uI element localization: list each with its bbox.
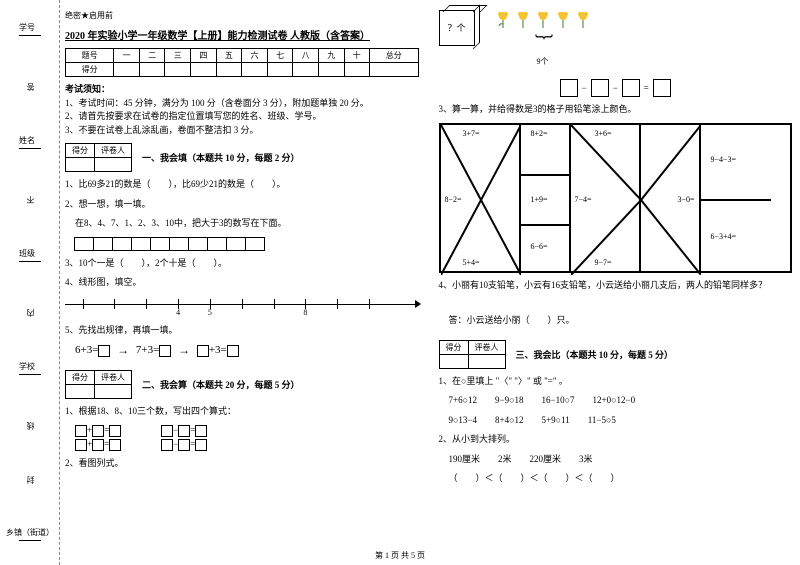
notice-heading: 考试须知： <box>65 84 110 94</box>
bind-side: 线 <box>25 420 36 430</box>
equation-row: − − = <box>439 79 793 97</box>
number-line: 4 5 8 <box>65 296 419 318</box>
notice-item: 3、不要在试卷上乱涂乱画，卷面不整洁扣 3 分。 <box>65 125 259 135</box>
section1-title: 一、我会填（本题共 10 分，每题 2 分） <box>142 151 300 164</box>
exam-title: 2020 年实验小学一年级数学【上册】能力检测试卷 人教版（含答案） <box>65 27 419 42</box>
q1-3: 3、10个一是（ ），2个十是（ ）。 <box>65 257 419 271</box>
q1-2b: 在8、4、7、1、2、3、10中，把大于3的数写在下面。 <box>65 217 419 231</box>
binding-margin: 学号 答 姓名 不 班级 内 学校 线 封 乡镇（街道） <box>0 0 60 565</box>
bind-label: 乡镇（街道） <box>6 527 54 543</box>
q3-1b: 7+6○12 9−9○18 16−10○7 12+0○12−0 <box>439 394 793 408</box>
bind-label: 班级 <box>19 248 41 264</box>
arrow-icon: → <box>117 343 129 358</box>
bind-label: 学校 <box>19 361 41 377</box>
four-equations: += += −= −= <box>65 425 419 451</box>
q3-1a: 1、在○里填上 "〈" "〉" 或 "=" 。 <box>439 375 793 389</box>
q1-5a: 5、先找出规律，再填一填。 <box>65 324 419 338</box>
flower-icon <box>495 10 511 30</box>
page-content: 绝密★启用前 2020 年实验小学一年级数学【上册】能力检测试卷 人教版（含答案… <box>65 10 792 545</box>
mini-score-box: 得分评卷人 <box>439 340 506 369</box>
flowers-group: ︸ 9个 <box>495 10 591 67</box>
notice-block: 考试须知： 1、考试时间：45 分钟，满分为 100 分（含卷面分 3 分），附… <box>65 83 419 137</box>
score-row2: 得分 <box>66 63 114 77</box>
bind-side: 答 <box>25 81 36 91</box>
mini-score-box: 得分评卷人 <box>65 143 132 172</box>
cube-icon: ？个 <box>439 10 475 46</box>
q1-2a: 2、想一想，填一填。 <box>65 198 419 212</box>
binding-labels: 学号 答 姓名 不 班级 内 学校 线 封 乡镇（街道） <box>6 0 54 565</box>
left-column: 绝密★启用前 2020 年实验小学一年级数学【上册】能力检测试卷 人教版（含答案… <box>65 10 419 545</box>
mini-score-box: 得分评卷人 <box>65 370 132 399</box>
q-right-4: 4、小丽有10支铅笔，小云有16支铅笔，小云送给小丽几支后，两人的铅笔同样多？ <box>439 279 793 293</box>
shapes-grid: 3+7= 8−2= 5+4= 8+2= 1+9= 6−6= 3+6= 7−4= … <box>439 123 793 273</box>
q2-2: 2、看图列式。 <box>65 457 419 471</box>
bind-side: 内 <box>25 307 36 317</box>
q1-1: 1、比69多21的数是（ ），比69少21的数是（ ）。 <box>65 178 419 192</box>
q1-5b: 6+3= → 7+3= → +3= <box>65 343 419 358</box>
flower-icon <box>555 10 571 30</box>
bind-label: 学号 <box>19 22 41 38</box>
right-column: ？个 ︸ 9个 − − = 3、算一算，并给得数是3的格子用铅笔涂上颜色。 <box>439 10 793 545</box>
q3-2a: 2、从小到大排列。 <box>439 433 793 447</box>
section3-title: 三、我会比（本题共 10 分，每题 5 分） <box>516 348 674 361</box>
q3-1c: 9○13−4 8+4○12 5+9○11 11−5○5 <box>439 414 793 428</box>
flower-icon <box>535 10 551 30</box>
cell-row <box>75 237 419 251</box>
section2-title: 二、我会算（本题共 20 分，每题 5 分） <box>142 378 300 391</box>
bind-side: 不 <box>25 194 36 204</box>
score-head: 题号 <box>66 49 114 63</box>
bind-label: 姓名 <box>19 135 41 151</box>
bind-side: 封 <box>25 474 36 484</box>
arrow-icon: → <box>178 343 190 358</box>
score-table: 题号 一 二 三 四 五 六 七 八 九 十 总分 得分 <box>65 48 419 77</box>
notice-item: 2、请首先按要求在试卷的指定位置填写您的姓名、班级、学号。 <box>65 111 322 121</box>
notice-item: 1、考试时间：45 分钟，满分为 100 分（含卷面分 3 分），附加题单独 2… <box>65 98 369 108</box>
brace-icon: ︸ <box>495 30 591 56</box>
secret-label: 绝密★启用前 <box>65 10 419 21</box>
cube-flowers: ？个 ︸ 9个 <box>439 10 793 67</box>
q3-2b: 190厘米 2米 220厘米 3米 <box>439 453 793 467</box>
flowers-count: 9个 <box>495 56 591 67</box>
q-right-3: 3、算一算，并给得数是3的格子用铅笔涂上颜色。 <box>439 103 793 117</box>
flower-icon <box>575 10 591 30</box>
arrow-icon <box>415 300 421 308</box>
q3-2c: （ ）＜（ ）＜（ ）＜（ ） <box>439 472 793 486</box>
grid-shape-icon <box>701 125 771 275</box>
q1-4: 4、线形图，填空。 <box>65 276 419 290</box>
q2-1: 1、根据18、8、10三个数，写出四个算式： <box>65 405 419 419</box>
flower-icon <box>515 10 531 30</box>
page-footer: 第 1 页 共 5 页 <box>0 550 800 561</box>
q-right-4-ans: 答：小云送给小丽（ ）只。 <box>439 314 793 328</box>
